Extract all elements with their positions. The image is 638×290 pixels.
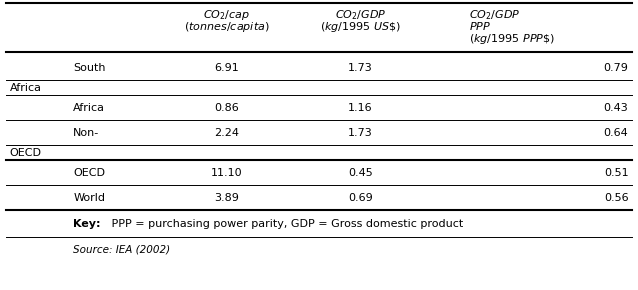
Text: $\mathit{CO_2/GDP}$: $\mathit{CO_2/GDP}$	[335, 8, 386, 22]
Text: Source: IEA (2002): Source: IEA (2002)	[73, 245, 170, 255]
Text: Africa: Africa	[10, 83, 41, 93]
Text: World: World	[73, 193, 105, 203]
Text: $\mathit{CO_2/cap}$: $\mathit{CO_2/cap}$	[203, 8, 250, 22]
Text: 1.73: 1.73	[348, 128, 373, 138]
Text: 0.56: 0.56	[604, 193, 628, 203]
Text: 11.10: 11.10	[211, 168, 242, 178]
Text: OECD: OECD	[10, 148, 41, 158]
Text: $\mathit{PPP}$: $\mathit{PPP}$	[469, 20, 491, 32]
Text: $\mathit{(kg/1995\ US\$)}$: $\mathit{(kg/1995\ US\$)}$	[320, 20, 401, 34]
Text: Africa: Africa	[73, 103, 105, 113]
Text: 0.45: 0.45	[348, 168, 373, 178]
Text: 6.91: 6.91	[214, 63, 239, 73]
Text: 2.24: 2.24	[214, 128, 239, 138]
Text: 0.79: 0.79	[604, 63, 628, 73]
Text: $\mathit{(tonnes/capita)}$: $\mathit{(tonnes/capita)}$	[184, 20, 269, 34]
Text: 3.89: 3.89	[214, 193, 239, 203]
Text: 0.86: 0.86	[214, 103, 239, 113]
Text: $\mathit{(kg/1995\ PPP\$)}$: $\mathit{(kg/1995\ PPP\$)}$	[469, 32, 555, 46]
Text: Key:: Key:	[73, 219, 101, 229]
Text: 0.69: 0.69	[348, 193, 373, 203]
Text: 0.64: 0.64	[604, 128, 628, 138]
Text: 1.73: 1.73	[348, 63, 373, 73]
Text: 0.51: 0.51	[604, 168, 628, 178]
Text: Non-: Non-	[73, 128, 100, 138]
Text: 1.16: 1.16	[348, 103, 373, 113]
Text: PPP = purchasing power parity, GDP = Gross domestic product: PPP = purchasing power parity, GDP = Gro…	[108, 219, 464, 229]
Text: 0.43: 0.43	[604, 103, 628, 113]
Text: $\mathit{CO_2/GDP}$: $\mathit{CO_2/GDP}$	[469, 8, 521, 22]
Text: South: South	[73, 63, 106, 73]
Text: OECD: OECD	[73, 168, 105, 178]
